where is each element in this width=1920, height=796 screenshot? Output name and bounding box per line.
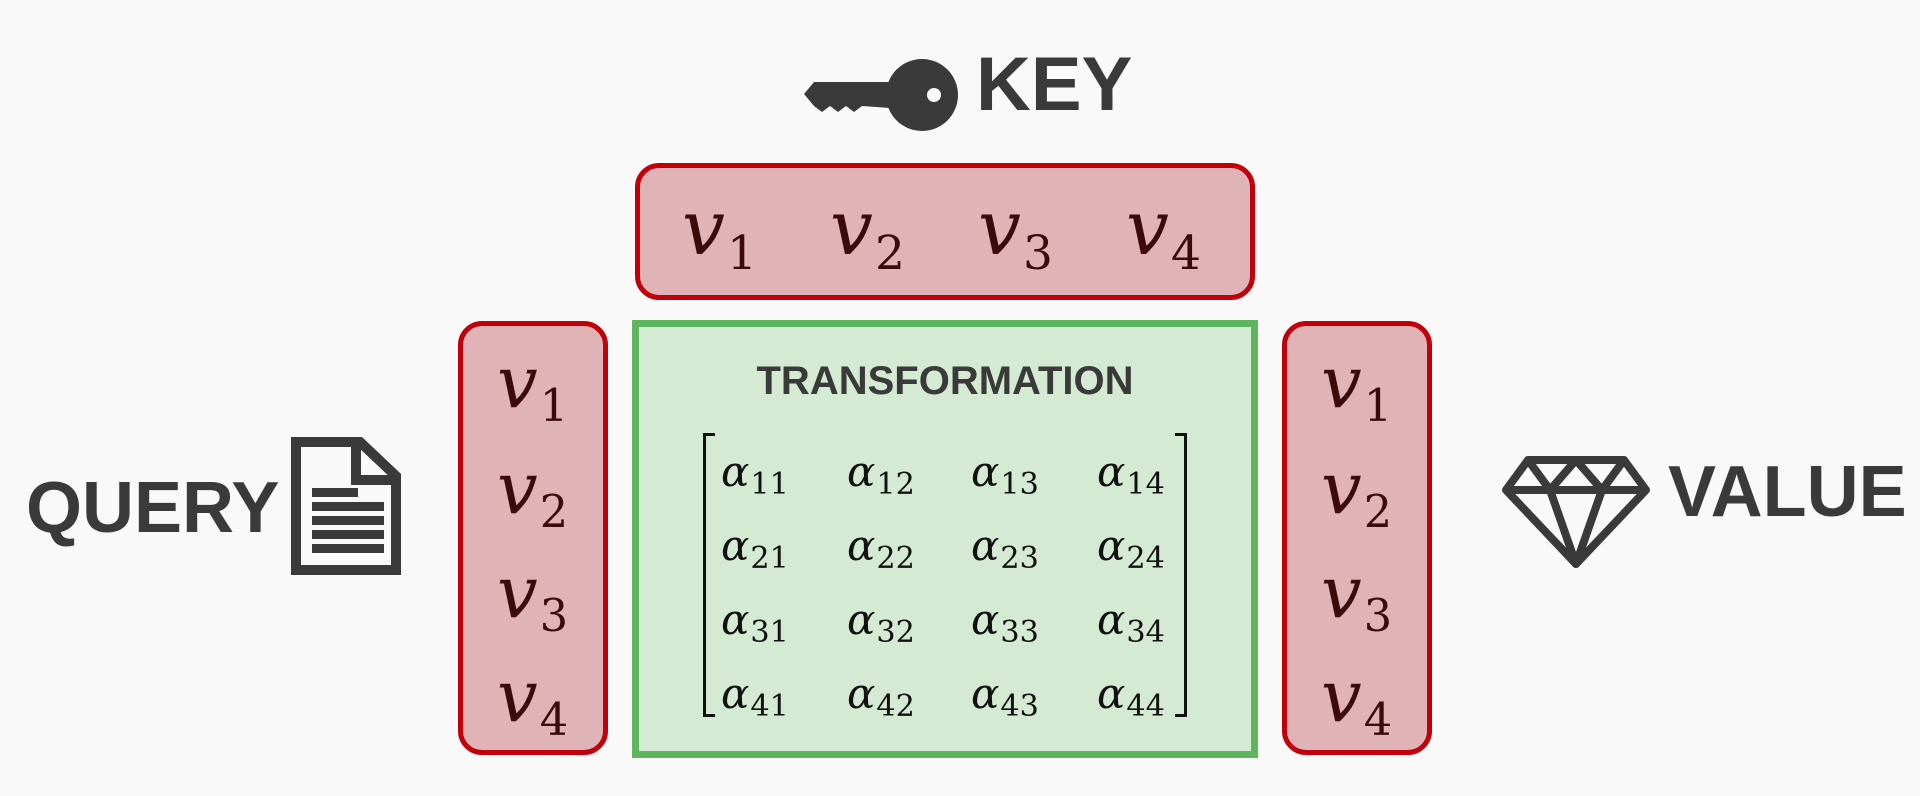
matrix-cell: α14 xyxy=(1097,447,1165,503)
transformation-title: TRANSFORMATION xyxy=(756,359,1134,403)
matrix-cell: α23 xyxy=(971,521,1039,577)
value-vector-element: v1 xyxy=(1321,340,1393,433)
value-label: VALUE xyxy=(1668,452,1907,532)
matrix-cell: α12 xyxy=(847,447,915,503)
value-vector-element: v2 xyxy=(1321,446,1393,539)
query-vector-element: v2 xyxy=(497,446,569,539)
matrix-right-bracket xyxy=(1175,433,1187,717)
matrix-cell: α34 xyxy=(1097,595,1165,651)
key-vector-element: v4 xyxy=(1126,183,1201,282)
matrix-left-bracket xyxy=(703,433,715,717)
matrix-cell: α43 xyxy=(971,669,1039,725)
matrix-cell: α11 xyxy=(721,447,789,503)
value-vector-element: v3 xyxy=(1321,550,1393,643)
key-icon xyxy=(804,59,958,131)
query-vector-element: v4 xyxy=(497,654,569,747)
matrix-cell: α22 xyxy=(847,521,915,577)
query-vector-element: v1 xyxy=(497,340,569,433)
matrix-cell: α42 xyxy=(847,669,915,725)
key-vector-element: v3 xyxy=(978,183,1053,282)
matrix-cell: α13 xyxy=(971,447,1039,503)
matrix-cell: α41 xyxy=(721,669,789,725)
value-vector-element: v4 xyxy=(1321,654,1393,747)
query-label: QUERY xyxy=(26,468,280,548)
matrix-cell: α44 xyxy=(1097,669,1165,725)
key-label: KEY xyxy=(976,42,1133,127)
matrix-cell: α33 xyxy=(971,595,1039,651)
matrix-cell: α32 xyxy=(847,595,915,651)
value-vector: v1 v2 v3 v4 xyxy=(1282,321,1432,755)
matrix-cell: α24 xyxy=(1097,521,1165,577)
document-icon xyxy=(291,437,401,575)
key-vector: v1 v2 v3 v4 xyxy=(635,163,1255,300)
query-vector-element: v3 xyxy=(497,550,569,643)
key-vector-element: v1 xyxy=(682,183,757,282)
query-vector: v1 v2 v3 v4 xyxy=(458,321,608,755)
diamond-icon xyxy=(1502,456,1650,568)
transformation-matrix: TRANSFORMATION α11 α12 α13 α14 α21 α22 α23 α24 α… xyxy=(632,320,1258,758)
key-vector-element: v2 xyxy=(830,183,905,282)
matrix-cell: α31 xyxy=(721,595,789,651)
matrix-cell: α21 xyxy=(721,521,789,577)
